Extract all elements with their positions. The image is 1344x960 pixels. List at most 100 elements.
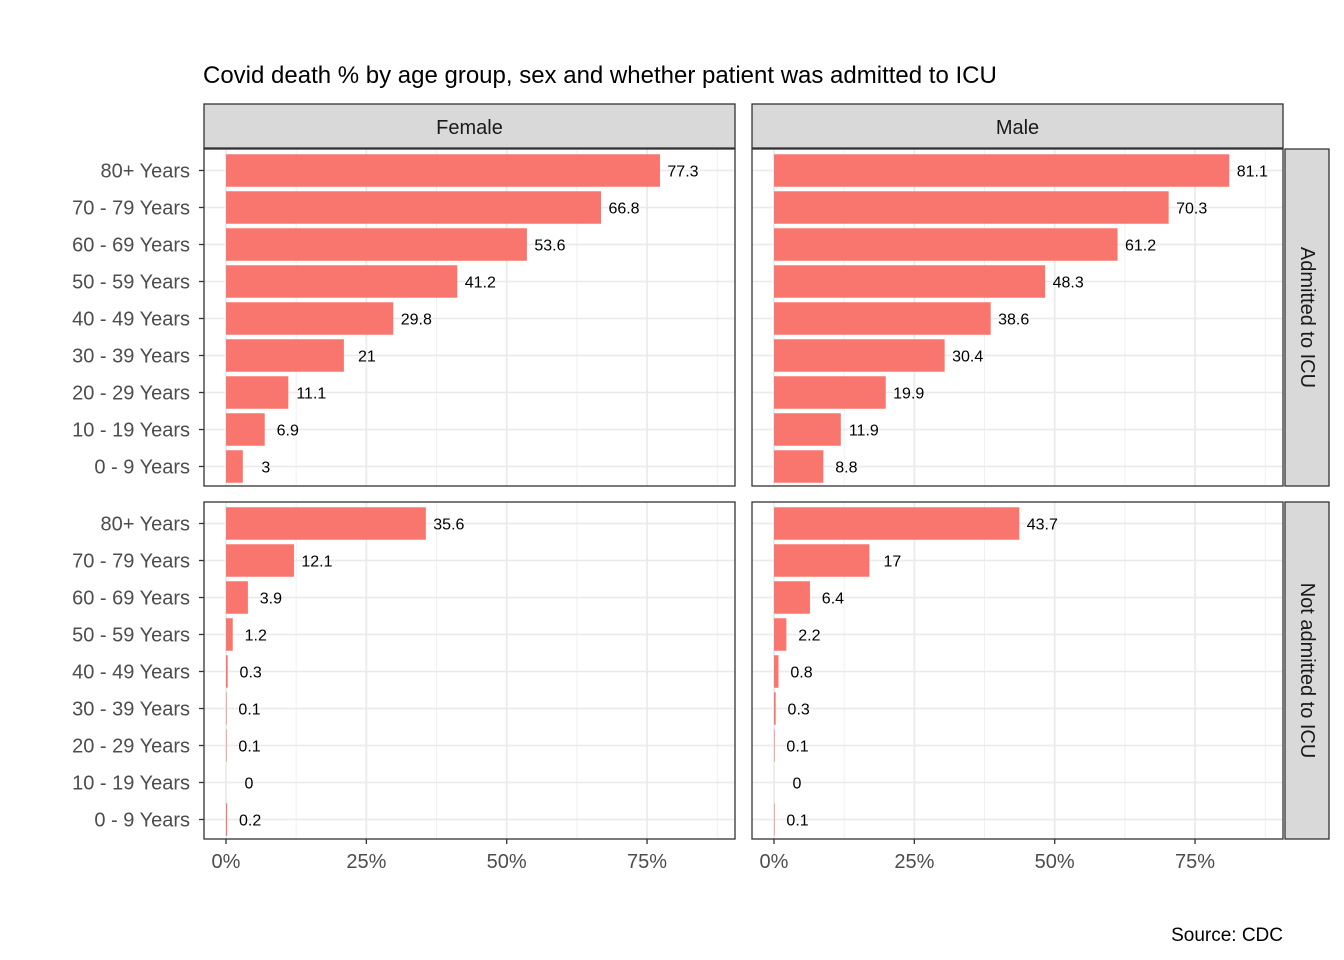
bar — [774, 507, 1020, 540]
data-label: 35.6 — [433, 517, 464, 534]
strip-female: Female — [203, 103, 736, 149]
bar — [226, 191, 602, 224]
panel-border — [203, 148, 736, 487]
data-label: 8.8 — [835, 460, 857, 477]
data-label: 70.3 — [1176, 201, 1207, 218]
strip-background — [1284, 148, 1330, 487]
bar — [774, 228, 1118, 261]
x-tick-label: 0% — [760, 851, 789, 873]
bar — [774, 154, 1230, 187]
strip-label: Female — [436, 117, 503, 139]
x-axis-female: 0% 25% 50% 75% — [212, 839, 667, 873]
data-label: 3 — [261, 460, 270, 477]
strip-background — [1284, 501, 1330, 840]
data-label: 0.1 — [786, 813, 808, 830]
y-tick-label: 50 - 59 Years — [72, 625, 190, 647]
y-tick-label: 20 - 29 Years — [72, 736, 190, 758]
bar — [226, 339, 344, 372]
bar — [774, 618, 787, 651]
panel-border — [751, 501, 1284, 840]
panel-female-not-admitted-to-icu: 35.6 12.1 3.9 1.2 0.3 0.1 0.1 0 0.2 — [203, 501, 736, 840]
y-tick-label: 0 - 9 Years — [94, 810, 190, 832]
data-label: 0.1 — [786, 739, 808, 756]
chart-caption: Source: CDC — [1171, 925, 1283, 946]
y-tick-label: 30 - 39 Years — [72, 699, 190, 721]
data-label: 77.3 — [667, 164, 698, 181]
bar — [774, 339, 945, 372]
bar — [226, 581, 248, 614]
y-tick-label: 60 - 69 Years — [72, 235, 190, 257]
strip-label: Not admitted to ICU — [1296, 583, 1318, 759]
data-label: 19.9 — [893, 386, 924, 403]
y-tick-label: 50 - 59 Years — [72, 272, 190, 294]
y-tick-label: 30 - 39 Years — [72, 346, 190, 368]
data-label: 12.1 — [301, 554, 332, 571]
bar — [774, 191, 1169, 224]
data-label: 1.2 — [245, 628, 267, 645]
data-label: 0 — [245, 776, 254, 793]
panel-border — [203, 501, 736, 840]
panel-male-admitted-to-icu: 81.1 70.3 61.2 48.3 38.6 30.4 19.9 11.9 8.8 — [751, 148, 1284, 487]
strip-label: Male — [996, 117, 1039, 139]
y-tick-label: 40 - 49 Years — [72, 662, 190, 684]
data-label: 61.2 — [1125, 238, 1156, 255]
strip-admitted-to-icu: Admitted to ICU — [1284, 148, 1330, 487]
bar — [774, 450, 824, 483]
panel-male-not-admitted-to-icu: 43.7 17 6.4 2.2 0.8 0.3 0.1 0 0.1 — [751, 501, 1284, 840]
data-label: 2.2 — [798, 628, 820, 645]
panel-border — [751, 148, 1284, 487]
bar — [226, 265, 458, 298]
y-tick-label: 10 - 19 Years — [72, 773, 190, 795]
bar — [226, 228, 527, 261]
bar — [774, 376, 886, 409]
strip-not-admitted-to-icu: Not admitted to ICU — [1284, 501, 1330, 840]
bar — [226, 544, 294, 577]
data-label: 21 — [358, 349, 376, 366]
bar — [226, 376, 289, 409]
data-label: 0.3 — [240, 665, 262, 682]
strip-background — [751, 103, 1284, 149]
data-label: 30.4 — [952, 349, 983, 366]
data-label: 53.6 — [534, 238, 565, 255]
y-tick-label: 20 - 29 Years — [72, 383, 190, 405]
y-tick-label: 70 - 79 Years — [72, 198, 190, 220]
bar — [226, 655, 228, 688]
bar — [226, 692, 227, 725]
x-tick-label: 25% — [346, 851, 386, 873]
bar — [226, 413, 265, 446]
data-label: 0.1 — [238, 739, 260, 756]
bar — [774, 803, 775, 836]
x-tick-label: 0% — [212, 851, 241, 873]
bar — [774, 413, 841, 446]
bar — [226, 507, 426, 540]
bar — [774, 729, 775, 762]
strip-label: Admitted to ICU — [1296, 247, 1318, 388]
data-label: 41.2 — [465, 275, 496, 292]
data-label: 66.8 — [608, 201, 639, 218]
y-tick-label: 0 - 9 Years — [94, 457, 190, 479]
x-axis-male: 0% 25% 50% 75% — [760, 839, 1215, 873]
data-label: 81.1 — [1237, 164, 1268, 181]
data-label: 11.1 — [296, 386, 326, 403]
x-tick-label: 50% — [487, 851, 527, 873]
data-label: 0 — [793, 776, 802, 793]
data-label: 11.9 — [849, 423, 879, 440]
y-tick-label: 80+ Years — [100, 514, 190, 536]
bar — [226, 803, 228, 836]
data-label: 6.4 — [822, 591, 844, 608]
bar — [774, 581, 810, 614]
data-label: 38.6 — [998, 312, 1029, 329]
data-label: 0.2 — [239, 813, 261, 830]
data-label: 29.8 — [401, 312, 432, 329]
y-tick-label: 80+ Years — [100, 161, 190, 183]
bar — [226, 729, 227, 762]
data-label: 17 — [884, 554, 902, 571]
y-tick-label: 40 - 49 Years — [72, 309, 190, 331]
bar — [774, 692, 776, 725]
bar — [774, 544, 870, 577]
x-tick-label: 75% — [627, 851, 667, 873]
panel-female-admitted-to-icu: 77.3 66.8 53.6 41.2 29.8 21 11.1 6.9 3 — [203, 148, 736, 487]
strip-background — [203, 103, 736, 149]
data-label: 0.3 — [788, 702, 810, 719]
